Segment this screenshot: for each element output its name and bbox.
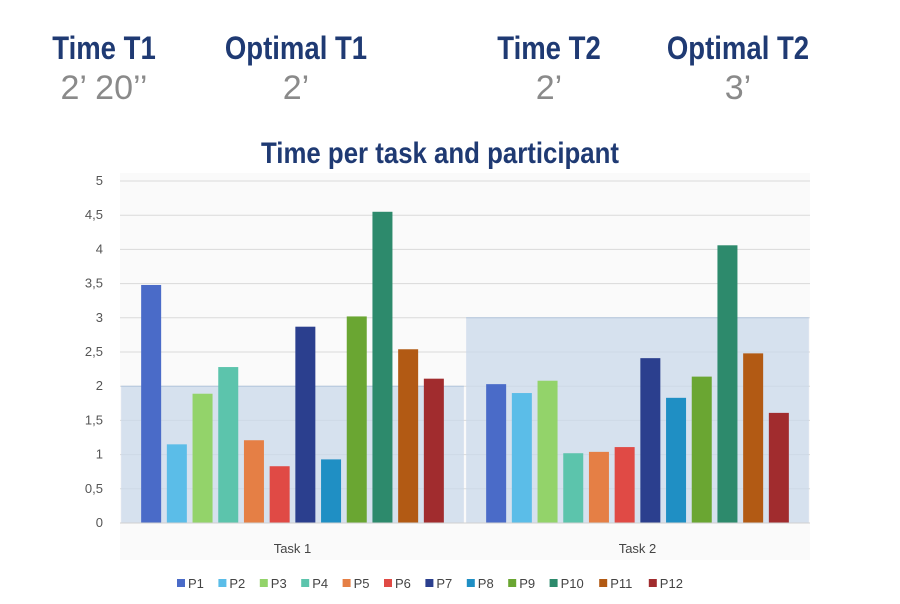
y-tick-label: 0,5 xyxy=(85,481,103,496)
bar xyxy=(166,444,187,523)
stat-label: Optimal T1 xyxy=(224,30,368,66)
y-tick-label: 4 xyxy=(96,241,103,256)
bar xyxy=(511,393,532,523)
bar xyxy=(486,384,507,523)
legend-label: P11 xyxy=(610,576,632,591)
legend-label: P12 xyxy=(660,576,683,591)
stat-value: 2’ xyxy=(535,69,563,107)
legend-swatch xyxy=(259,579,268,587)
bar xyxy=(423,378,444,523)
stat-optimal-t1: Optimal T1 2’ xyxy=(206,28,386,108)
bar xyxy=(243,440,264,523)
y-tick-label: 1,5 xyxy=(85,412,103,427)
legend-swatch xyxy=(648,579,657,587)
legend-label: P3 xyxy=(271,576,287,591)
bar xyxy=(141,284,162,523)
legend-label: P7 xyxy=(436,576,452,591)
bar xyxy=(321,459,342,523)
y-tick-label: 2 xyxy=(96,378,103,393)
bar xyxy=(614,447,635,523)
stat-time-t2: Time T2 2’ xyxy=(459,28,639,108)
stat-label: Time T1 xyxy=(52,30,156,66)
legend-swatch xyxy=(549,579,558,587)
legend-label: P8 xyxy=(478,576,494,591)
y-tick-label: 0 xyxy=(96,515,103,530)
legend-swatch xyxy=(384,579,392,587)
bar xyxy=(768,412,789,523)
legend-swatch xyxy=(508,579,517,587)
legend-swatch xyxy=(342,579,351,587)
y-tick-label: 3 xyxy=(96,310,103,325)
bar xyxy=(295,326,316,523)
y-tick-label: 2,5 xyxy=(85,344,103,359)
bar xyxy=(398,349,419,523)
y-tick-label: 4,5 xyxy=(85,207,103,222)
stat-value: 3’ xyxy=(724,69,752,107)
bar xyxy=(640,358,661,523)
bar xyxy=(192,393,213,523)
y-tick-label: 1 xyxy=(96,447,103,462)
bar xyxy=(691,376,712,523)
stat-value: 2’ 20’’ xyxy=(60,69,148,107)
legend-label: P1 xyxy=(188,576,204,591)
legend-swatch xyxy=(177,579,185,587)
legend-label: P6 xyxy=(395,576,411,591)
y-tick-label: 5 xyxy=(96,173,103,188)
bar xyxy=(717,245,738,523)
stat-value: 2’ xyxy=(282,69,310,107)
legend-label: P9 xyxy=(519,576,535,591)
bar xyxy=(743,353,764,523)
legend-label: P4 xyxy=(312,576,328,591)
legend-label: P2 xyxy=(229,576,245,591)
category-label: Task 2 xyxy=(619,541,657,556)
y-tick-label: 3,5 xyxy=(85,276,103,291)
bar xyxy=(218,367,239,523)
bar xyxy=(563,453,584,523)
stat-time-t1: Time T1 2’ 20’’ xyxy=(14,28,194,108)
legend-swatch xyxy=(466,579,475,587)
legend-swatch xyxy=(301,579,310,587)
bar xyxy=(588,451,609,523)
stat-label: Time T2 xyxy=(497,30,601,66)
legend-label: P5 xyxy=(354,576,370,591)
bar xyxy=(346,316,367,523)
bar xyxy=(537,380,558,523)
chart-title: Time per task and participant xyxy=(261,137,619,170)
legend-label: P10 xyxy=(561,576,584,591)
stat-optimal-t2: Optimal T2 3’ xyxy=(648,28,828,108)
legend-swatch xyxy=(218,579,227,587)
bar xyxy=(269,466,290,523)
bar xyxy=(666,397,687,523)
stat-label: Optimal T2 xyxy=(666,30,810,66)
bar xyxy=(372,211,393,523)
legend-swatch xyxy=(599,579,608,587)
legend-swatch xyxy=(425,579,434,587)
category-label: Task 1 xyxy=(274,541,312,556)
